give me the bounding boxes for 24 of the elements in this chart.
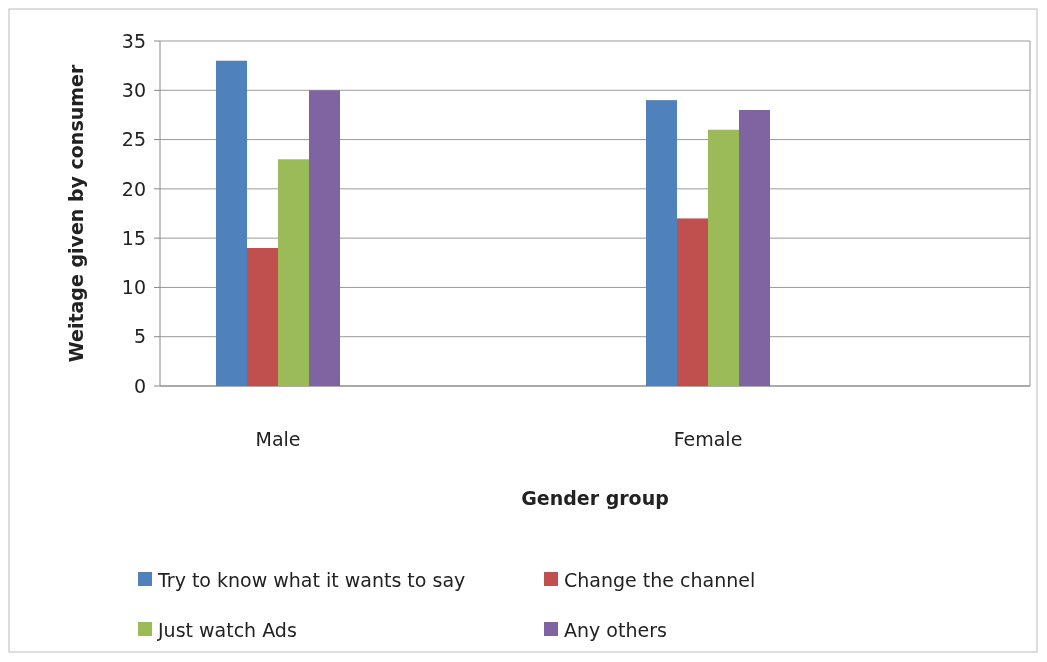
bar	[247, 248, 278, 386]
bar	[646, 100, 677, 386]
y-tick-label: 30	[121, 78, 146, 101]
y-tick-label: 10	[121, 276, 146, 299]
y-tick-label: 15	[121, 226, 146, 249]
bar	[708, 129, 739, 386]
bar	[309, 90, 340, 386]
legend-label: Change the channel	[564, 568, 756, 591]
y-tick-label: 35	[121, 29, 146, 52]
legend-label: Any others	[564, 618, 667, 641]
bar	[739, 110, 770, 386]
y-tick-label: 20	[121, 177, 146, 200]
y-tick-label: 0	[133, 374, 146, 397]
x-tick-label: Female	[673, 428, 743, 450]
x-axis-title: Gender group	[521, 487, 669, 509]
bar	[677, 218, 708, 386]
legend-label: Just watch Ads	[157, 618, 297, 641]
y-tick-label: 25	[121, 128, 146, 151]
y-tick-label: 5	[133, 325, 146, 348]
bar	[216, 60, 247, 386]
bar	[278, 159, 309, 386]
x-tick-label: Male	[255, 428, 301, 450]
y-axis-title: Weitage given by consumer	[65, 64, 87, 363]
legend-label: Try to know what it wants to say	[157, 568, 466, 591]
